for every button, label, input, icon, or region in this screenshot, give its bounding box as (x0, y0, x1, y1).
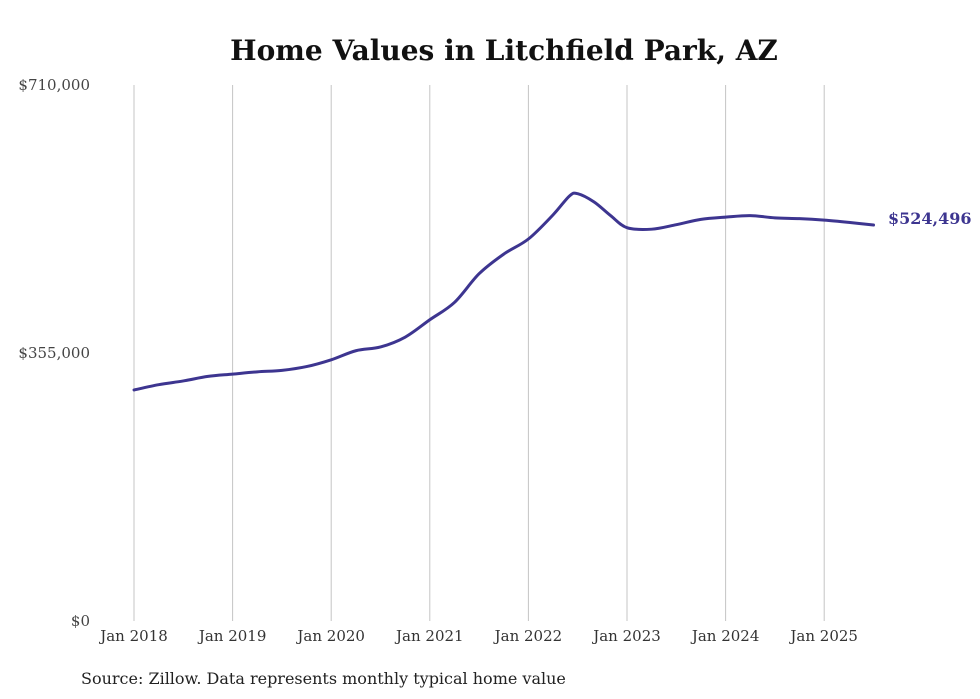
gridlines (133, 85, 825, 621)
x-tick-label: Jan 2018 (98, 627, 168, 645)
x-tick-label: Jan 2023 (591, 627, 661, 645)
chart-title: Home Values in Litchfield Park, AZ (230, 34, 778, 67)
x-tick-label: Jan 2024 (690, 627, 760, 645)
x-tick-label: Jan 2022 (493, 627, 563, 645)
y-tick-label: $710,000 (18, 76, 90, 94)
y-tick-label: $0 (71, 612, 90, 630)
series-layer (132, 191, 875, 392)
y-axis-ticks: $0 $355,000 $710,000 (18, 76, 90, 630)
x-axis-ticks: Jan 2018 Jan 2019 Jan 2020 Jan 2021 Jan 2022… (98, 627, 858, 645)
series-line (132, 191, 875, 392)
x-tick-label: Jan 2020 (295, 627, 365, 645)
source-note: Source: Zillow. Data represents monthly … (81, 669, 566, 688)
x-tick-label: Jan 2019 (197, 627, 267, 645)
y-tick-label: $355,000 (18, 344, 90, 362)
x-tick-label: Jan 2025 (788, 627, 858, 645)
x-tick-label: Jan 2021 (394, 627, 464, 645)
end-value-label: $524,496 (888, 209, 972, 228)
